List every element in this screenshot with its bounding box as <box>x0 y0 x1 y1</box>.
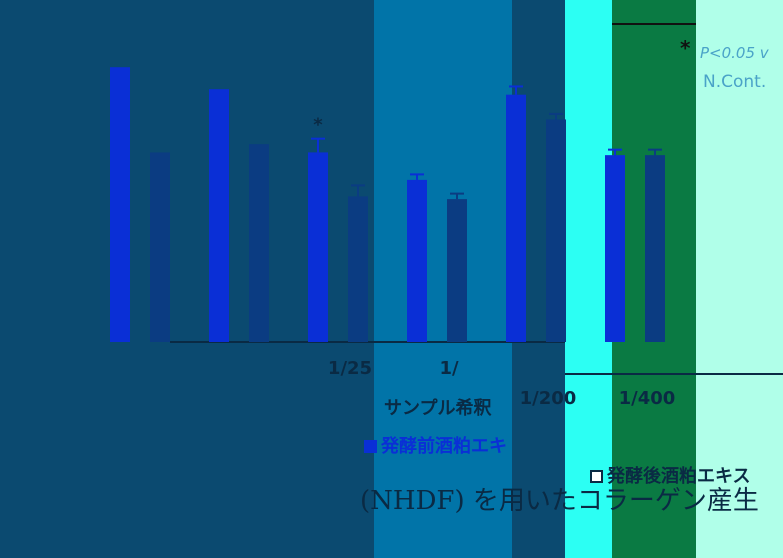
figure-caption: (NHDF) を用いたコラーゲン産生 <box>360 486 759 516</box>
bar-before-0 <box>110 67 130 342</box>
color-band-mint <box>696 0 783 558</box>
control-label: N.Cont. <box>703 72 767 92</box>
bar-after-2 <box>348 196 368 342</box>
bar-after-0 <box>150 152 170 342</box>
bar-before-4 <box>506 94 526 343</box>
color-band-mid <box>374 0 512 558</box>
x-tick-label-2: 1/25 <box>328 358 372 379</box>
x-tick-label-3: 1/ <box>439 358 459 379</box>
significance-mark-2: * <box>313 115 323 136</box>
bar-after-4 <box>546 119 566 342</box>
bar-before-1 <box>209 89 229 342</box>
legend-label-after: 発酵後酒粕エキス <box>607 466 751 487</box>
legend-label-before: 発酵前酒粕エキ <box>381 436 507 457</box>
p-value-note: P<0.05 v <box>700 44 769 62</box>
legend-item-after: 発酵後酒粕エキス <box>590 462 783 488</box>
legend-item-before: 発酵前酒粕エキ <box>364 432 534 458</box>
color-band-cyan <box>565 0 612 558</box>
x-tick-label-4: 1/200 <box>520 388 577 409</box>
legend-swatch-before <box>364 440 377 453</box>
bar-before-2 <box>308 152 328 342</box>
bar-before-5 <box>605 155 625 342</box>
bar-after-1 <box>249 144 269 342</box>
x-tick-label-5: 1/400 <box>619 388 676 409</box>
bar-before-3 <box>407 179 427 342</box>
legend-swatch-after <box>590 470 603 483</box>
bar-after-3 <box>447 199 467 342</box>
x-axis-title: サンプル希釈 <box>384 398 492 419</box>
bar-after-5 <box>645 155 665 342</box>
significance-legend-star: * <box>680 36 691 60</box>
